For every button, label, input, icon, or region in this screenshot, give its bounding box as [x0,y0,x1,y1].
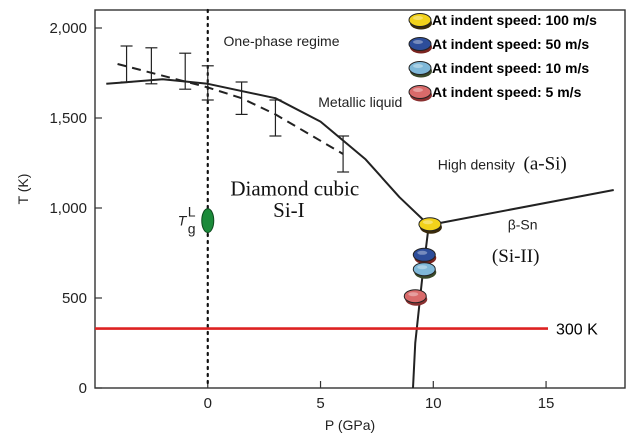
glass-transition-marker [201,208,215,234]
disc-highlight [413,64,423,68]
disc-face [412,262,436,277]
indent-speed-marker [418,217,442,234]
x-tick-label: 15 [538,395,555,412]
legend-label: At indent speed: 5 m/s [432,84,582,100]
annotations: One-phase regime Metallic liquid High dens… [224,33,567,267]
legend-label: At indent speed: 10 m/s [432,60,589,76]
disc-highlight [413,40,423,44]
x-axis-label: P (GPa) [325,417,375,433]
disc-highlight [422,220,433,225]
disc-face [408,13,432,27]
annotation-text: One-phase regime [224,33,340,49]
disc-face [408,85,432,99]
x-tick-label: 0 [204,395,212,412]
disc-face [403,289,427,304]
error-bars [120,45,350,173]
axes: 0 5 10 15 0 500 1,000 1,500 2,000 P (GPa) T (K) [15,9,626,433]
indent-speed-marker [412,262,437,279]
legend: At indent speed: 100 m/s At indent speed:… [408,12,597,102]
annotation-text: (Si-II) [492,246,539,267]
annotation-text: β-Sn [508,217,538,233]
y-tick-label: 2,000 [49,20,87,37]
disc-highlight [417,250,428,255]
annotation-text: Metallic liquid [318,94,402,110]
tg-label-sup: L [188,204,196,220]
tg-label-main: T [178,213,188,229]
y-tick-label: 500 [62,290,87,307]
disc-highlight [413,88,423,92]
annotation-text: Diamond cubic [230,176,359,200]
disc-highlight [408,292,419,297]
indent-points [403,217,442,306]
disc-face [418,217,442,232]
solid-boundary-line [428,189,614,227]
legend-marker [408,85,432,102]
legend-label: At indent speed: 100 m/s [432,12,597,28]
reference-line-group: 300 K [95,322,598,339]
x-tick-label: 10 [425,395,442,412]
annotation-text: (a-Si) [524,153,567,174]
disc-highlight [413,16,423,20]
y-tick-label: 1,000 [49,200,87,217]
disc-highlight [417,265,428,270]
y-tick-label: 1,500 [49,110,87,127]
annotation-text: High density [438,156,515,172]
disc-face [408,61,432,75]
tg-label-sub: g [188,221,196,237]
legend-label: At indent speed: 50 m/s [432,36,589,52]
indent-speed-marker [412,247,437,265]
y-tick-label: 0 [79,380,87,397]
indent-speed-marker [403,289,428,306]
y-axis-label: T (K) [15,174,31,205]
disc-face [412,247,436,262]
x-tick-label: 5 [316,395,324,412]
legend-marker [408,37,432,54]
plot-frame [94,9,626,389]
reference-line-label: 300 K [556,322,598,339]
legend-marker [408,61,432,78]
disc-face [408,37,432,51]
annotation-text: Si-I [273,198,305,222]
solid-boundary-line [106,78,430,226]
legend-marker [408,13,432,30]
